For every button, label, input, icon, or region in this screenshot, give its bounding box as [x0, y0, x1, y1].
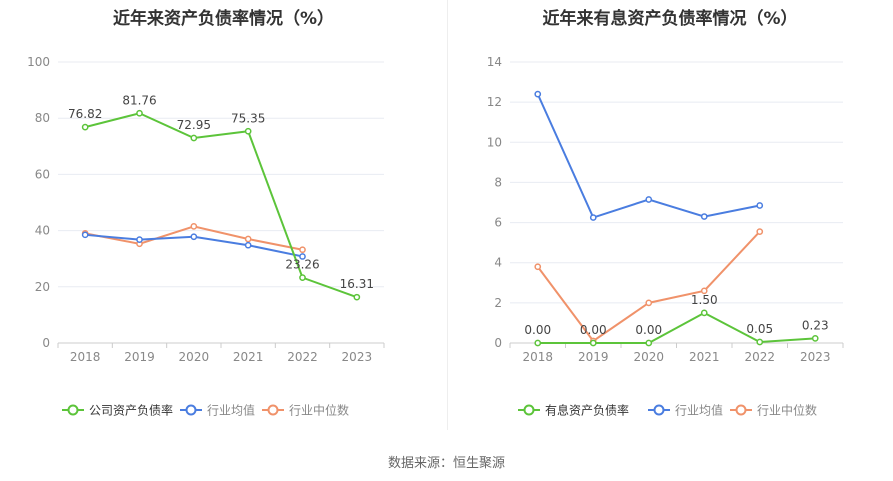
legend-label: 行业中位数 [757, 403, 817, 418]
data-point [81, 123, 89, 131]
data-point [534, 90, 542, 98]
data-point [589, 214, 597, 221]
legend-marker [523, 404, 535, 416]
y-tick-label: 4 [494, 256, 502, 270]
legend-item: 行业中位数 [730, 403, 817, 418]
x-tick-label: 2018 [70, 350, 101, 364]
legend-marker [67, 404, 79, 416]
legend-item: 行业均值 [648, 403, 723, 418]
data-label: 16.31 [340, 277, 374, 291]
legend-label: 公司资产负债率 [89, 403, 173, 418]
data-label: 0.05 [746, 322, 773, 336]
legend-item: 公司资产负债率 [62, 403, 173, 418]
y-tick-label: 14 [487, 55, 502, 69]
y-tick-label: 0 [42, 336, 50, 350]
data-point [756, 202, 764, 209]
data-label: 75.35 [231, 111, 265, 125]
x-tick-label: 2019 [124, 350, 155, 364]
data-point [299, 274, 306, 281]
y-tick-label: 40 [35, 224, 50, 238]
data-point [700, 287, 708, 295]
legend-item: 有息资产负债率 [518, 403, 629, 418]
data-point [244, 241, 252, 249]
data-source-note: 数据来源：恒生聚源 [387, 456, 505, 471]
data-point [353, 293, 361, 301]
legend-marker [185, 404, 197, 416]
x-tick-label: 2022 [287, 350, 318, 364]
data-point [756, 228, 764, 235]
data-point [136, 109, 143, 117]
legend-label: 行业均值 [675, 403, 723, 418]
data-point [589, 339, 597, 347]
y-tick-label: 8 [494, 175, 502, 189]
data-point [756, 338, 764, 346]
data-point [534, 263, 542, 271]
data-point [299, 246, 306, 254]
x-tick-label: 2018 [522, 350, 553, 364]
data-label: 1.50 [691, 293, 718, 307]
chart-panel-debt-ratio: 近年来资产负债率情况（%） 0 20 40 60 80 100 2018 2019 2020 20… [0, 0, 447, 430]
legend-label: 行业中位数 [289, 403, 349, 418]
data-label: 0.00 [635, 323, 662, 337]
data-label: 0.00 [580, 323, 607, 337]
data-point [700, 309, 708, 317]
data-point [244, 127, 252, 135]
legend-label: 行业均值 [207, 403, 255, 418]
data-point [700, 213, 708, 220]
y-tick-label: 20 [35, 280, 50, 294]
data-point [534, 339, 542, 347]
data-label: 0.00 [524, 323, 551, 337]
legend-item: 行业均值 [180, 403, 255, 418]
data-point [190, 233, 198, 241]
legend-marker [267, 404, 279, 416]
panel-divider [447, 0, 448, 430]
y-tick-label: 6 [494, 216, 502, 230]
x-tick-label: 2023 [342, 350, 373, 364]
data-label: 0.23 [802, 318, 829, 332]
data-point [136, 236, 143, 243]
y-tick-label: 80 [35, 111, 50, 125]
data-point [645, 339, 653, 347]
chart-title: 近年来有息资产负债率情况（%） [542, 9, 798, 29]
data-point [645, 299, 653, 307]
y-tick-label: 12 [487, 95, 502, 109]
x-tick-label: 2022 [744, 350, 775, 364]
legend-marker [735, 404, 747, 416]
data-point [299, 253, 306, 260]
chart-title: 近年来资产负债率情况（%） [112, 9, 335, 29]
data-point [244, 235, 252, 243]
data-label: 76.82 [68, 107, 102, 121]
legend-marker [653, 404, 665, 416]
x-tick-label: 2021 [689, 350, 720, 364]
data-point [190, 134, 198, 142]
chart-panel-interest-debt-ratio: 近年来有息资产负债率情况（%） 0 2 4 6 8 10 12 14 2018 2019 2020 2… [447, 0, 893, 430]
data-point [811, 335, 819, 342]
data-point [645, 196, 653, 203]
x-tick-label: 2021 [233, 350, 264, 364]
chart-svg: 0 20 40 60 80 100 2018 2019 2020 2021 2022 2023 76.8… [27, 55, 385, 418]
chart-svg: 0 2 4 6 8 10 12 14 2018 2019 2020 2021 2022 2023 0.00 0… [487, 55, 844, 418]
y-tick-label: 60 [35, 167, 50, 181]
legend-item: 行业中位数 [262, 403, 349, 418]
x-tick-label: 2023 [800, 350, 831, 364]
x-tick-label: 2020 [179, 350, 210, 364]
y-tick-label: 0 [494, 336, 502, 350]
data-point [190, 223, 198, 230]
x-tick-label: 2020 [633, 350, 664, 364]
y-tick-label: 100 [27, 55, 50, 69]
data-label: 81.76 [122, 93, 156, 107]
data-label: 72.95 [177, 118, 211, 132]
x-tick-label: 2019 [578, 350, 609, 364]
legend-label: 有息资产负债率 [545, 403, 629, 418]
y-tick-label: 10 [487, 135, 502, 149]
y-tick-label: 2 [494, 296, 502, 310]
data-label: 23.26 [285, 258, 319, 272]
data-point [81, 231, 89, 239]
series-line-0 [84, 112, 358, 299]
series-line-0 [537, 311, 816, 344]
